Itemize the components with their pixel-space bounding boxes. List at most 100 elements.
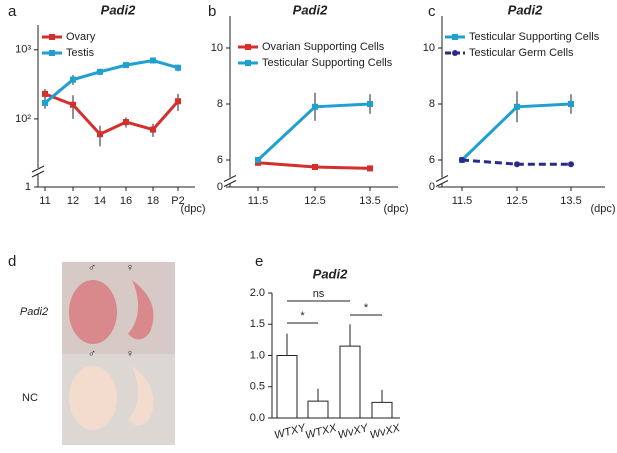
x-tick-label: 11.5 xyxy=(452,195,473,207)
bar xyxy=(276,355,298,419)
marker xyxy=(123,62,129,69)
panel-letter: d xyxy=(8,253,16,270)
legend-marker xyxy=(245,44,251,50)
y-tick-label: 2.0 xyxy=(250,287,265,299)
y-tick-label: 6 xyxy=(429,154,435,166)
marker xyxy=(150,57,156,64)
marker xyxy=(367,101,373,107)
legend-marker xyxy=(452,34,458,40)
x-tick-label: 12.5 xyxy=(506,195,527,207)
marker xyxy=(150,126,156,133)
y-tick-label: 1 xyxy=(25,181,31,193)
x-tick-label: 18 xyxy=(147,195,159,207)
gonad-female xyxy=(128,366,154,426)
y-tick-label: 8 xyxy=(217,98,223,110)
y-tick-label: 0.0 xyxy=(250,412,265,424)
legend-label: Ovary xyxy=(66,31,96,43)
marker xyxy=(70,101,76,108)
column-label: ♂ xyxy=(88,348,96,360)
marker xyxy=(97,68,103,75)
y-tick-label: 1.0 xyxy=(250,349,265,361)
axis-break xyxy=(435,175,449,182)
marker xyxy=(123,119,129,126)
axis-break xyxy=(31,170,45,178)
axis-break-gap xyxy=(440,177,444,184)
marker xyxy=(312,103,318,110)
panel-letter: c xyxy=(428,3,436,20)
legend-marker xyxy=(49,34,55,40)
x-axis-label: (dpc) xyxy=(383,203,408,215)
x-tick-label: WvXY xyxy=(337,422,370,442)
marker xyxy=(312,164,318,170)
x-tick-label: P2 xyxy=(171,195,184,207)
chart-title: Padi2 xyxy=(313,266,348,281)
column-label: ♂ xyxy=(88,262,96,274)
chart-title: Padi2 xyxy=(293,2,328,17)
legend-label: Testicular Supporting Cells xyxy=(262,57,393,69)
significance-label: ns xyxy=(313,288,325,300)
marker xyxy=(568,161,574,168)
x-tick-label: 13.5 xyxy=(560,195,581,207)
bar xyxy=(371,401,393,419)
marker xyxy=(514,103,520,110)
legend-label: Ovarian Supporting Cells xyxy=(262,41,385,53)
marker xyxy=(175,64,181,71)
y-tick-label: 0.5 xyxy=(250,381,265,393)
panel-letter: b xyxy=(208,3,216,20)
marker xyxy=(568,101,574,107)
column-label: ♀ xyxy=(126,262,134,274)
legend-label: Testicular Germ Cells xyxy=(469,47,574,59)
axis-break-gap xyxy=(228,177,232,184)
chart-title: Padi2 xyxy=(508,2,543,17)
x-tick-label: WTXY xyxy=(273,422,307,442)
axis-break xyxy=(435,180,449,187)
marker xyxy=(459,157,465,163)
axis-break xyxy=(223,180,237,187)
marker xyxy=(97,131,103,138)
legend-marker xyxy=(49,50,55,56)
x-tick-label: 11.5 xyxy=(248,195,269,207)
significance-label: * xyxy=(364,302,369,314)
marker xyxy=(70,76,76,83)
row-label: Padi2 xyxy=(20,306,48,318)
series-line xyxy=(256,102,371,162)
legend-marker xyxy=(452,50,458,56)
legend-label: Testis xyxy=(66,47,95,59)
x-tick-label: 12.5 xyxy=(304,195,325,207)
axis-break xyxy=(31,165,45,173)
marker xyxy=(514,161,520,168)
gonad-male xyxy=(69,366,117,430)
chart-title: Padi2 xyxy=(101,2,136,17)
legend-label: Testicular Supporting Cells xyxy=(469,31,600,43)
y-tick-label: 10³ xyxy=(15,44,31,56)
series-line xyxy=(44,58,179,105)
marker xyxy=(367,165,373,172)
y-tick-label: 8 xyxy=(429,98,435,110)
significance-label: * xyxy=(300,310,305,322)
x-tick-label: 12 xyxy=(67,195,79,207)
x-tick-label: WvXX xyxy=(369,422,402,442)
axis-break xyxy=(223,175,237,182)
marker xyxy=(175,98,181,105)
x-tick-label: 16 xyxy=(120,195,132,207)
panel-letter: a xyxy=(8,3,17,20)
x-axis-label: (dpc) xyxy=(180,203,205,215)
y-tick-label: 6 xyxy=(217,154,223,166)
x-axis-label: (dpc) xyxy=(590,203,615,215)
marker xyxy=(42,99,48,106)
x-tick-label: WTXX xyxy=(304,422,338,442)
marker xyxy=(42,90,48,97)
y-tick-label: 10 xyxy=(423,42,435,54)
bar xyxy=(307,400,329,419)
marker xyxy=(255,157,261,163)
y-tick-label: 1.5 xyxy=(250,318,265,330)
y-tick-label: 0 xyxy=(217,181,223,193)
bar xyxy=(339,345,361,419)
y-tick-label: 10 xyxy=(211,42,223,54)
row-label: NC xyxy=(22,392,38,404)
column-label: ♀ xyxy=(126,348,134,360)
legend-marker xyxy=(245,60,251,66)
gonad-female xyxy=(128,280,154,340)
x-tick-label: 11 xyxy=(39,195,50,207)
